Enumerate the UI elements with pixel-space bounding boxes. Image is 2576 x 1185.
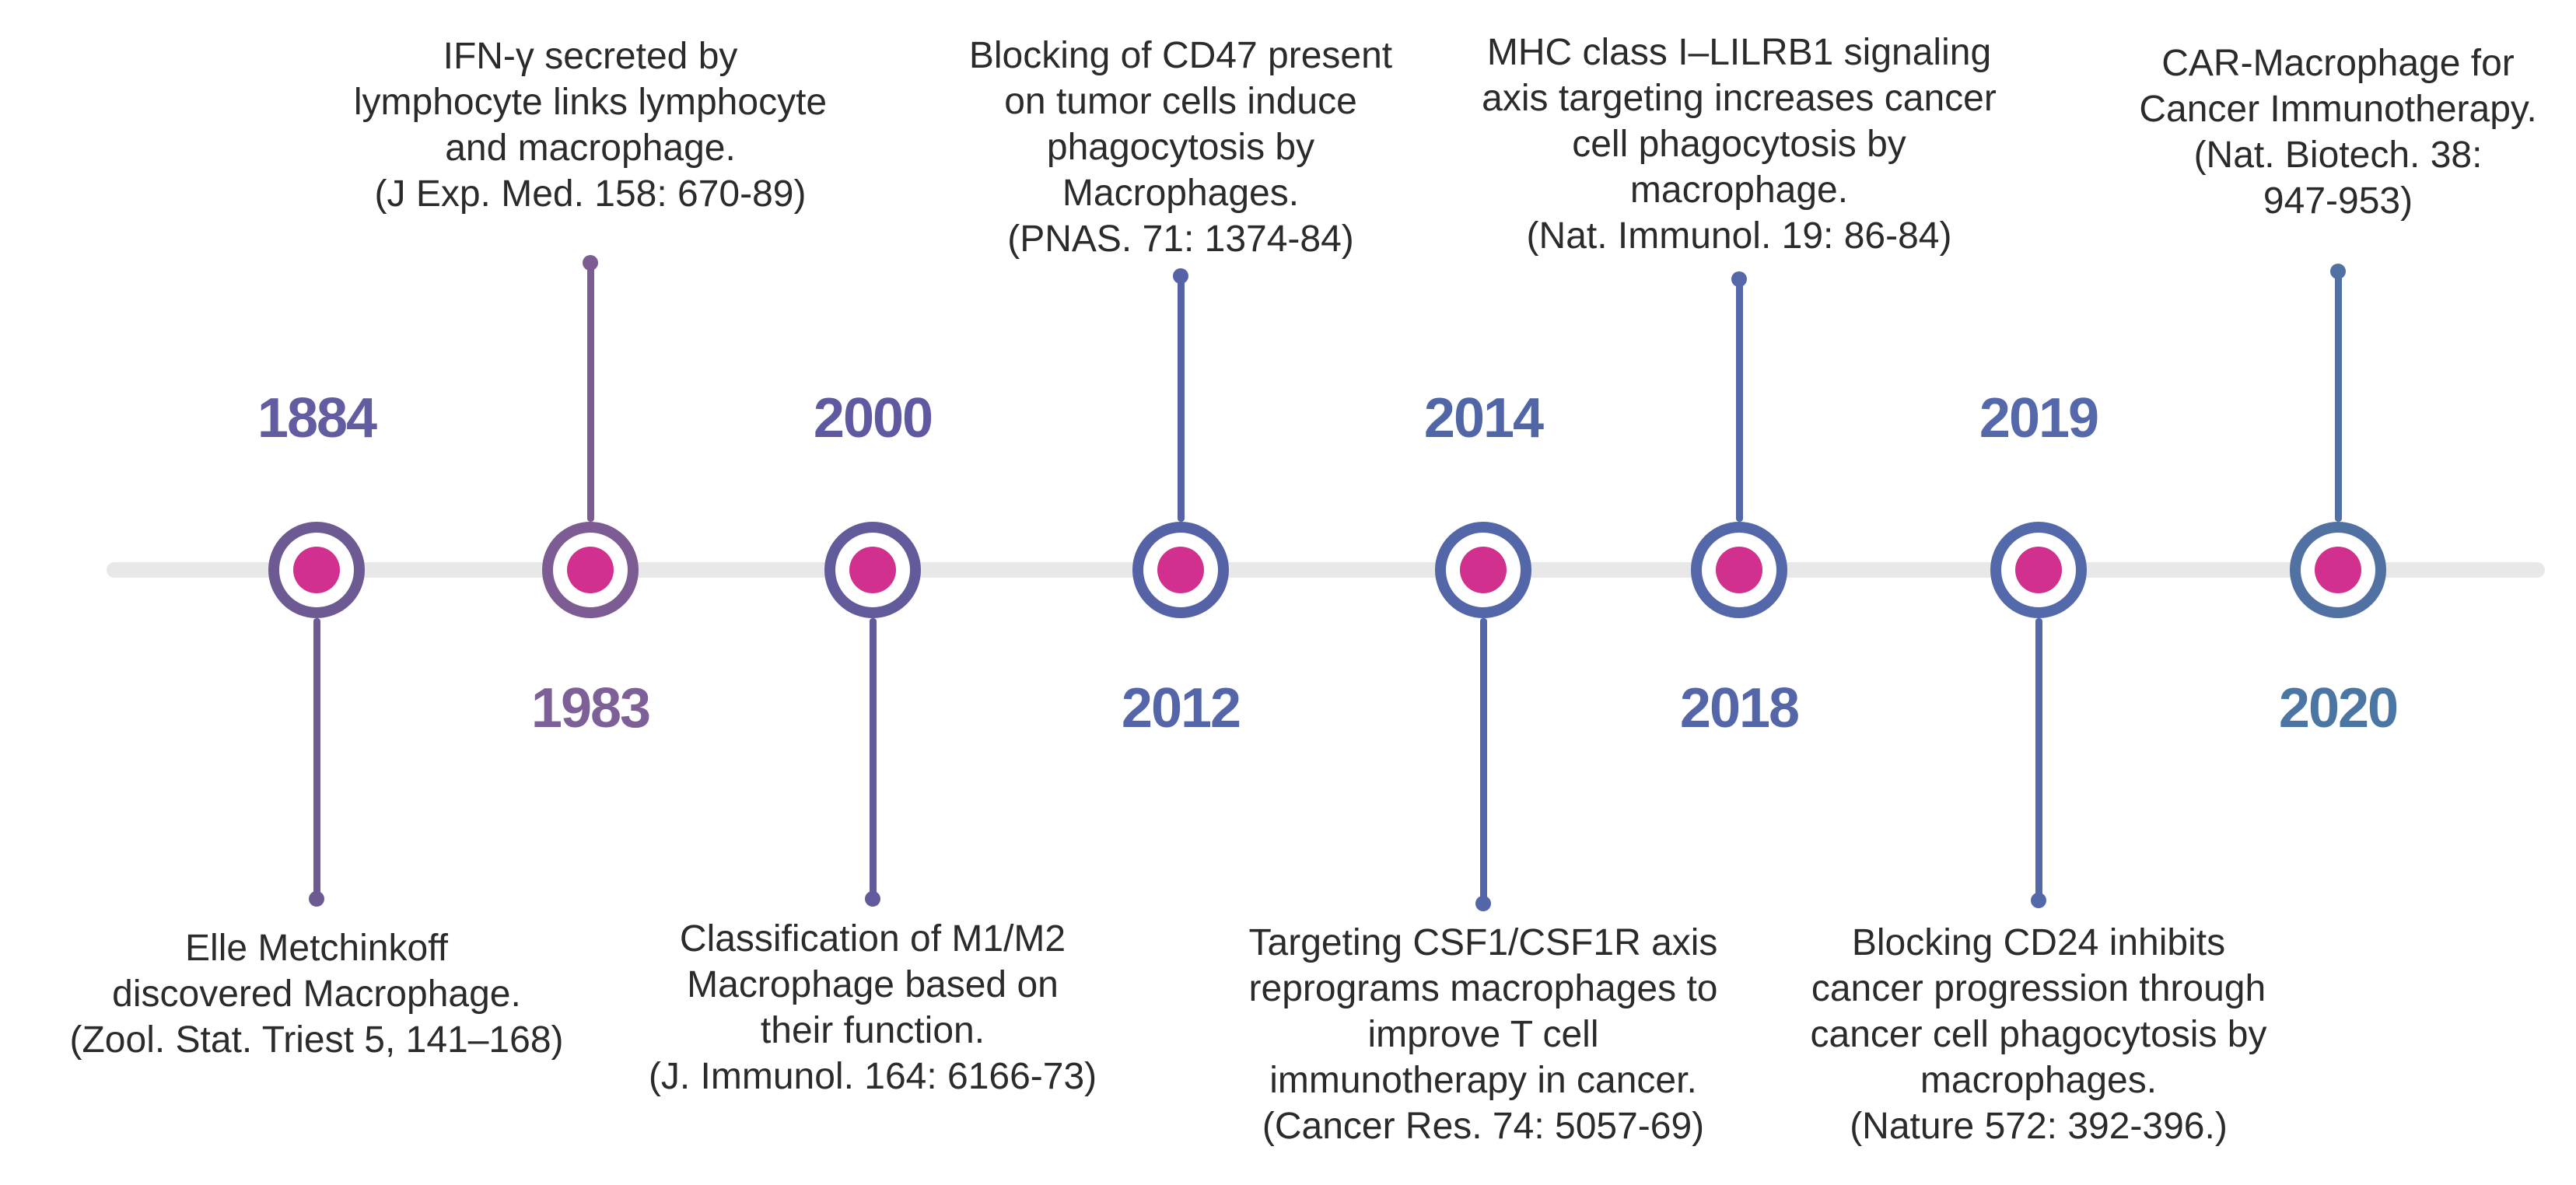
event-caption: MHC class I–LILRB1 signaling axis target… (1482, 32, 1997, 257)
year-label: 2014 (1423, 387, 1544, 449)
event-caption: Blocking CD24 inhibits cancer progressio… (1810, 922, 2267, 1147)
timeline-node-marker (1435, 522, 1531, 618)
timeline-node-marker (2290, 522, 2386, 618)
event-caption: Elle Metchinkoff discovered Macrophage. … (69, 928, 564, 1061)
connector-endpoint-dot (1475, 896, 1491, 911)
year-label: 2019 (1979, 387, 2099, 449)
connector-line (870, 618, 877, 899)
node-inner-dot (2315, 547, 2361, 593)
connector-endpoint-dot (2031, 893, 2046, 908)
timeline-axis (107, 562, 2545, 578)
node-inner-dot (1716, 547, 1762, 593)
node-inner-dot (2015, 547, 2062, 593)
connector-line (2335, 271, 2342, 522)
connector-line (1480, 618, 1487, 904)
timeline-node-marker (1132, 522, 1229, 618)
connector-endpoint-dot (1173, 268, 1188, 284)
event-caption: IFN-γ secreted by lymphocyte links lymph… (353, 36, 828, 215)
connector-line (587, 263, 594, 522)
node-inner-dot (1157, 547, 1204, 593)
year-label: 1983 (530, 677, 651, 739)
year-label: 1884 (257, 387, 377, 449)
event-caption: Blocking of CD47 present on tumor cells … (968, 35, 1393, 260)
timeline-node-marker (824, 522, 921, 618)
connector-endpoint-dot (865, 891, 880, 907)
node-inner-dot (1460, 547, 1507, 593)
connector-endpoint-dot (1731, 271, 1747, 287)
connector-endpoint-dot (2330, 264, 2346, 279)
connector-line (1178, 276, 1185, 522)
event-caption: CAR-Macrophage for Cancer Immunotherapy.… (2139, 43, 2537, 222)
timeline-node-marker (1990, 522, 2087, 618)
node-inner-dot (849, 547, 896, 593)
year-label: 2000 (813, 387, 933, 449)
node-inner-dot (293, 547, 340, 593)
connector-line (313, 618, 320, 899)
connector-endpoint-dot (309, 891, 324, 907)
connector-endpoint-dot (583, 255, 598, 271)
timeline-node-marker (542, 522, 639, 618)
connector-line (1736, 279, 1743, 522)
year-label: 2012 (1121, 677, 1241, 739)
timeline-node-marker (268, 522, 365, 618)
node-inner-dot (567, 547, 614, 593)
event-caption: Targeting CSF1/CSF1R axis reprograms mac… (1248, 922, 1718, 1147)
timeline-node-marker (1691, 522, 1787, 618)
year-label: 2020 (2278, 677, 2399, 739)
year-label: 2018 (1679, 677, 1800, 739)
event-caption: Classification of M1/M2 Macrophage based… (648, 918, 1097, 1097)
connector-line (2035, 618, 2042, 900)
